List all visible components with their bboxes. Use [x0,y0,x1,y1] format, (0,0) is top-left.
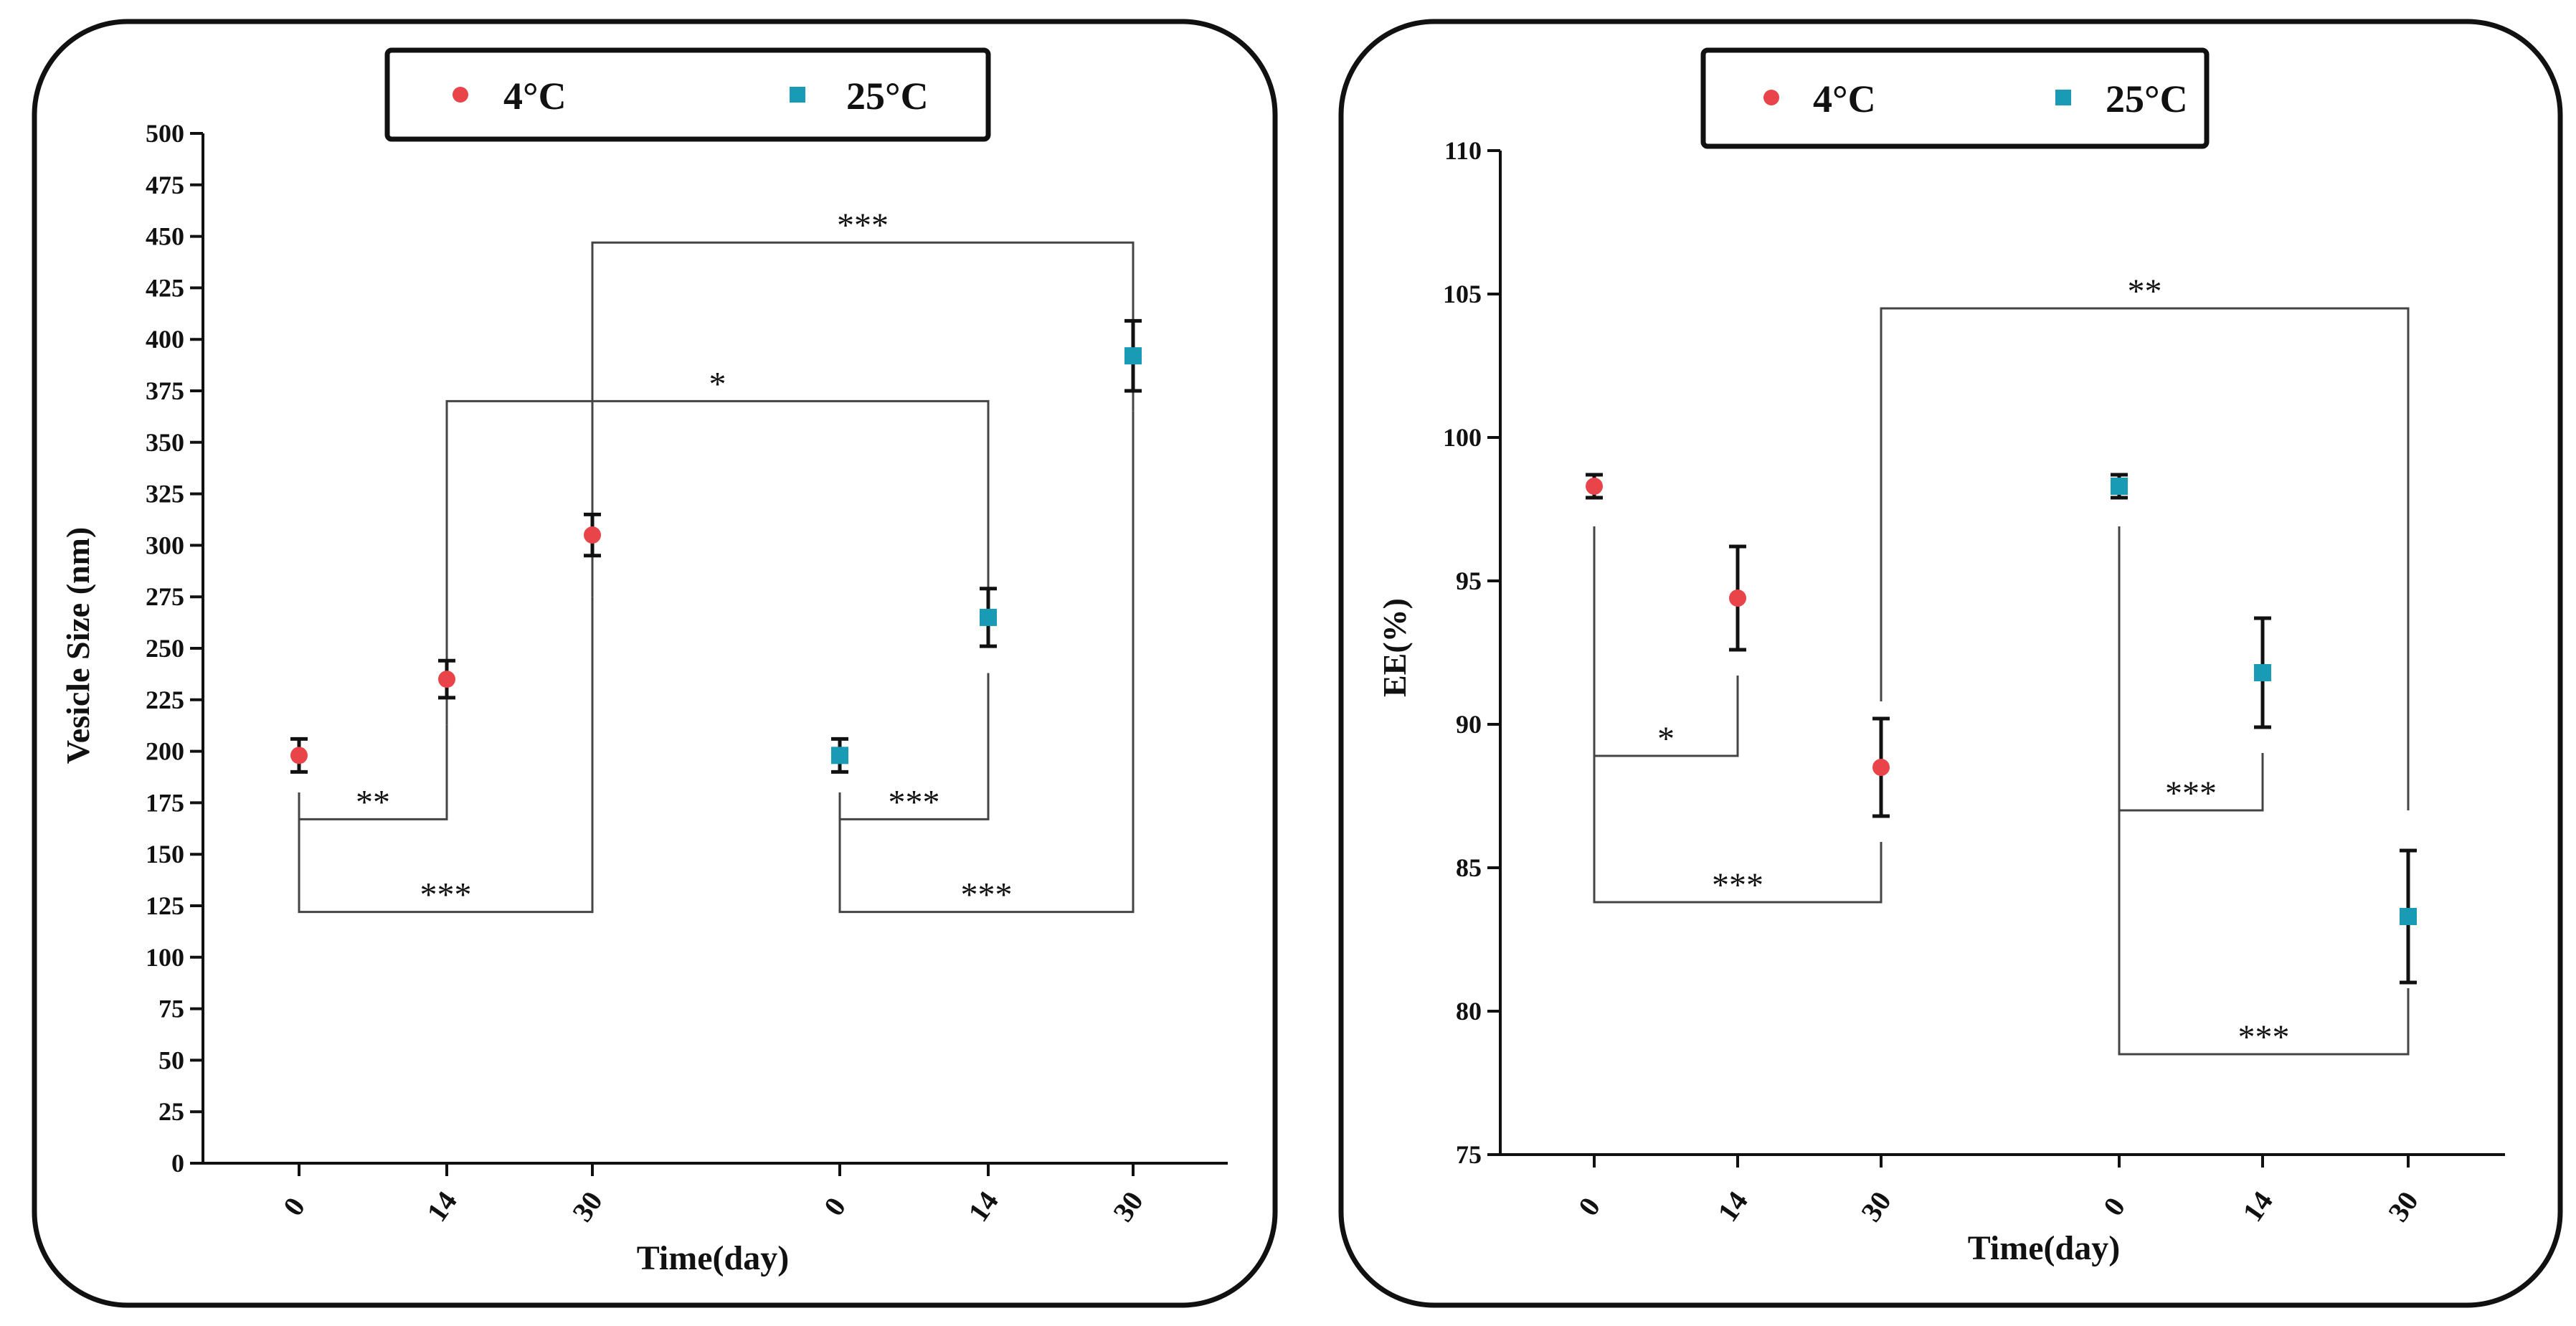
significance-brackets: *************** [298,207,1135,914]
significance-label: ** [356,783,390,821]
data-points [1586,473,2417,985]
y-tick-label: 95 [1456,567,1482,595]
significance-label: *** [1712,866,1763,904]
y-tick-label: 225 [146,686,184,714]
significance-bracket [298,597,594,914]
data-point-25c [2400,908,2417,925]
significance-brackets: ************ [1593,273,2410,1056]
y-tick-label: 100 [146,943,184,972]
y-tick-label: 175 [146,788,184,817]
significance-label: *** [837,207,889,245]
data-point-25c [831,747,848,764]
y-tick-label: 50 [158,1046,184,1074]
legend-box [384,47,991,142]
y-tick-label: 300 [146,531,184,559]
y-tick-label: 110 [1444,136,1482,165]
y-tick-label: 75 [1456,1140,1482,1169]
data-point-4c [584,526,601,544]
y-tick-label: 400 [146,325,184,354]
panel-frame [1338,19,2563,1308]
y-tick-label: 375 [146,377,184,405]
y-tick-label: 275 [146,582,184,611]
y-tick-label: 100 [1443,423,1482,452]
legend: 4°C 25°C [1700,47,2210,149]
significance-label: ** [2128,273,2162,311]
significance-label: * [1657,720,1675,758]
legend-label-4c: 4°C [503,75,567,118]
data-point-4c [438,671,455,688]
y-tick-label: 425 [146,273,184,302]
y-tick-label: 350 [146,428,184,457]
legend-label-25c: 25°C [2106,77,2188,120]
significance-label: *** [2238,1018,2290,1056]
significance-label: * [709,365,726,403]
significance-label: *** [889,783,940,821]
significance-bracket [1593,526,1883,904]
data-point-4c [290,747,308,764]
y-tick-label: 150 [146,840,184,868]
y-tick-label: 25 [158,1097,184,1126]
y-tick-label: 90 [1456,710,1482,739]
y-tick-label: 125 [146,891,184,920]
y-tick-label: 200 [146,737,184,766]
y-tick-label: 0 [171,1149,184,1178]
data-point-25c [2254,664,2271,681]
data-point-25c [2111,478,2128,495]
significance-label: *** [2165,775,2217,813]
data-point-25c [980,608,997,626]
y-tick-label: 250 [146,634,184,663]
data-point-4c [1729,589,1746,607]
significance-label: *** [420,876,472,914]
significance-bracket [445,399,990,725]
legend-box [1700,47,2210,149]
y-tick-label: 475 [146,171,184,199]
y-tick-label: 105 [1443,280,1482,308]
legend-marker-25c [790,87,805,103]
x-axis-title: Time(day) [637,1239,789,1277]
legend-marker-25c [2055,90,2071,105]
data-points [290,318,1142,774]
panel-vesicle-size: 4°C 25°C 0 25 50 75 100 125 150 175 200 225 250 275… [32,19,1278,1308]
significance-label: *** [961,876,1013,914]
data-point-4c [1872,759,1890,776]
y-tick-label: 75 [158,995,184,1023]
significance-bracket [2118,526,2410,1056]
legend-label-4c: 4°C [1813,77,1876,120]
x-axis-title: Time(day) [1968,1229,2120,1267]
y-tick-label: 325 [146,480,184,508]
legend-marker-4c [453,87,468,103]
y-axis-title: Vesicle Size (nm) [60,527,96,764]
y-tick-label: 80 [1456,997,1482,1026]
legend-marker-4c [1763,90,1779,105]
y-tick-label: 500 [146,119,184,148]
y-axis-title: EE(%) [1376,598,1413,697]
y-tick-label: 85 [1456,853,1482,882]
panel-frame [32,19,1278,1308]
data-point-4c [1586,478,1603,495]
significance-bracket [1880,307,2410,810]
legend-label-25c: 25°C [846,75,929,118]
y-tick-label: 450 [146,222,184,251]
data-point-25c [1124,347,1142,365]
significance-bracket [838,411,1135,914]
legend: 4°C 25°C [384,47,991,142]
